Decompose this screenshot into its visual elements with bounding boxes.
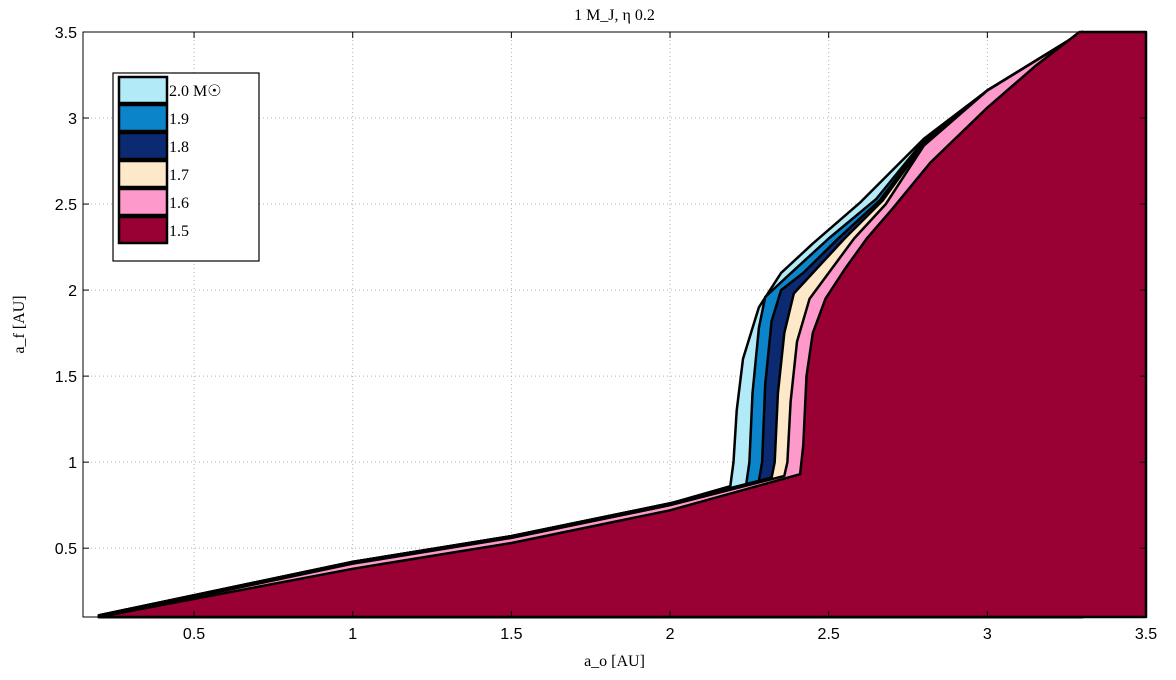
y-tick-label-4: 2.5: [55, 197, 77, 214]
y-tick-label-1: 1: [68, 455, 77, 472]
plot-areas: [97, 30, 1148, 619]
legend-swatch-1: [117, 103, 169, 133]
y-tick-label-6: 3.5: [55, 25, 77, 42]
x-axis-label: a_o [AU]: [584, 653, 645, 670]
x-tick-label-3: 2: [666, 626, 675, 643]
plot-frame: [82, 31, 1147, 618]
axis-ticks: 0.5 1 1.5 2 2.5 3 3.5 0.5 1 1.5 2 2.5 3 3.5: [55, 25, 1157, 643]
y-tick-label-5: 3: [68, 111, 77, 128]
legend-label-5: 1.5: [169, 223, 189, 240]
chart-title: 1 M_J, η 0.2: [574, 7, 655, 24]
legend-label-4: 1.6: [169, 195, 189, 212]
x-tick-label-6: 3.5: [1135, 626, 1157, 643]
y-axis-label: a_f [AU]: [11, 295, 28, 353]
legend-swatch-4: [117, 187, 169, 217]
y-tick-label-2: 1.5: [55, 369, 77, 386]
legend-label-3: 1.7: [169, 167, 189, 184]
x-tick-label-1: 1: [348, 626, 357, 643]
x-tick-label-2: 1.5: [500, 626, 522, 643]
x-tick-label-4: 2.5: [818, 626, 840, 643]
x-tick-label-5: 3: [983, 626, 992, 643]
legend-label-1: 1.9: [169, 111, 189, 128]
legend-swatch-0: [117, 75, 169, 105]
x-tick-label-0: 0.5: [183, 626, 205, 643]
y-tick-label-3: 2: [68, 283, 77, 300]
legend-label-0: 2.0 M☉: [169, 83, 222, 100]
legend-swatch-2: [117, 131, 169, 161]
y-tick-label-0: 0.5: [55, 541, 77, 558]
legend-swatch-3: [117, 159, 169, 189]
legend: 2.0 M☉ 1.9 1.8 1.7 1.6 1.5: [112, 72, 260, 262]
legend-label-2: 1.8: [169, 139, 189, 156]
legend-swatch-5: [117, 215, 169, 245]
